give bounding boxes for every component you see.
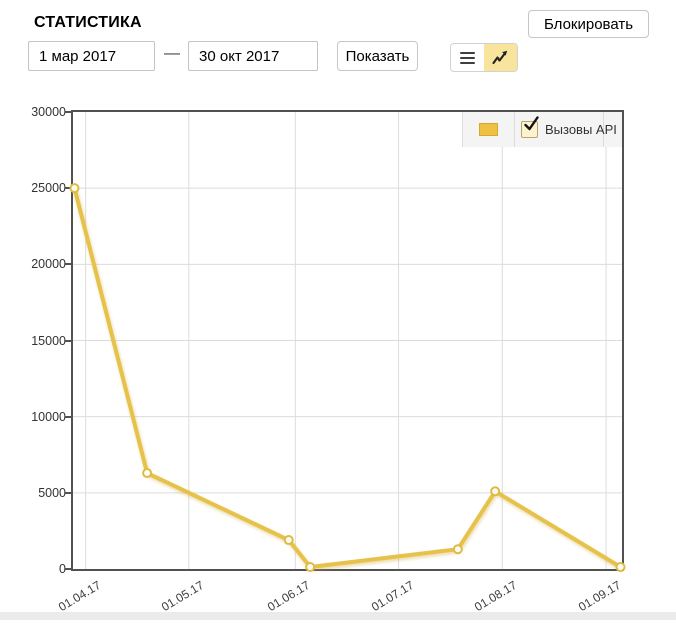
- y-tick-label: 10000: [31, 409, 66, 424]
- checkmark-icon: [524, 116, 539, 131]
- x-tick-label: 01.05.17: [158, 578, 207, 615]
- y-tick-label: 25000: [31, 181, 66, 196]
- chart-legend: Вызовы API: [462, 112, 622, 147]
- y-tick-mark: [65, 491, 71, 494]
- data-point-marker: [142, 468, 153, 479]
- data-point-marker: [305, 562, 316, 572]
- data-point-marker: [490, 486, 501, 497]
- bottom-strip: [0, 612, 676, 620]
- x-tick-label: 01.08.17: [472, 578, 520, 615]
- y-tick-label: 15000: [31, 333, 66, 348]
- view-toggle-group: [450, 43, 518, 72]
- y-tick-mark: [65, 111, 71, 113]
- y-tick-mark: [65, 415, 71, 418]
- date-from-input[interactable]: [28, 41, 155, 71]
- list-icon: [460, 51, 475, 64]
- legend-checkbox[interactable]: [521, 116, 539, 138]
- data-point-marker: [283, 535, 294, 546]
- line-chart-svg: [69, 112, 626, 572]
- data-point-marker: [615, 562, 626, 572]
- date-to-input[interactable]: [188, 41, 318, 71]
- legend-spacer: [604, 112, 622, 147]
- chart-view-button[interactable]: [484, 44, 517, 71]
- date-range-dash: —: [164, 45, 180, 62]
- y-tick-label: 0: [59, 562, 66, 576]
- y-tick-mark: [65, 263, 71, 266]
- list-view-button[interactable]: [451, 44, 484, 71]
- y-tick-mark: [65, 568, 71, 570]
- x-tick-label: 01.07.17: [368, 578, 416, 615]
- legend-color-swatch: [479, 123, 498, 136]
- y-tick-label: 30000: [31, 105, 66, 119]
- legend-series-cell: Вызовы API: [515, 112, 617, 147]
- show-button[interactable]: Показать: [337, 41, 418, 71]
- legend-swatch-cell: [463, 112, 515, 147]
- block-button[interactable]: Блокировать: [528, 10, 649, 38]
- y-tick-mark: [65, 187, 71, 190]
- x-tick-label: 01.09.17: [576, 578, 624, 615]
- data-point-marker: [452, 544, 463, 555]
- y-tick-label: 5000: [38, 485, 66, 500]
- data-point-marker: [69, 183, 80, 194]
- y-tick-label: 20000: [31, 257, 66, 272]
- y-tick-mark: [65, 339, 71, 342]
- plot-area: Вызовы API: [69, 110, 626, 572]
- trend-chart-icon: [492, 50, 508, 65]
- x-tick-label: 01.06.17: [265, 578, 313, 615]
- api-calls-line: [72, 186, 623, 569]
- page-title: СТАТИСТИКА: [34, 14, 142, 31]
- x-tick-label: 01.04.17: [55, 578, 103, 615]
- legend-series-label: Вызовы API: [545, 122, 617, 137]
- chart-area: 0 5000 10000 15000 20000 25000 30000 01.04.17 0…: [0, 105, 676, 620]
